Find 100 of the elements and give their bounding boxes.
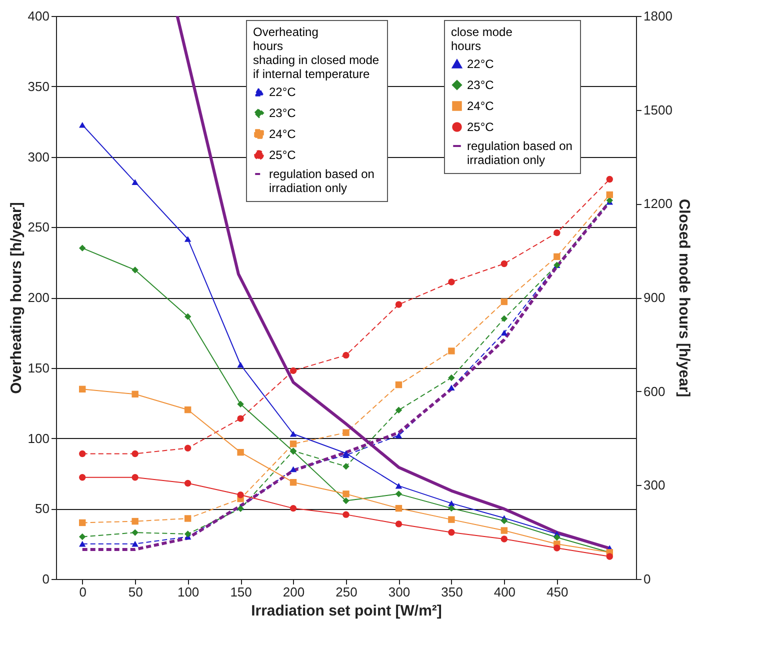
point <box>184 313 192 320</box>
point <box>448 278 455 286</box>
x-tick-label: 50 <box>128 584 143 600</box>
x-tick-label: 350 <box>441 584 463 600</box>
point <box>342 463 350 470</box>
legend-label: regulation based on irradiation only <box>467 139 572 167</box>
y2-tick-label: 1200 <box>644 196 672 212</box>
point <box>395 406 402 414</box>
point <box>290 479 297 486</box>
point <box>290 440 297 448</box>
point <box>395 504 402 512</box>
point <box>79 519 86 526</box>
point <box>395 520 402 528</box>
y2-tick-label: 300 <box>644 478 666 493</box>
legend-title: shading in closed mode if internal temperature <box>253 53 380 81</box>
y2-tick-label: 1500 <box>644 102 672 118</box>
point <box>237 492 244 498</box>
point <box>500 536 508 542</box>
y-tick-label: 150 <box>28 360 50 376</box>
point <box>79 122 86 128</box>
point <box>395 381 402 388</box>
point <box>500 330 508 336</box>
point <box>132 266 138 274</box>
point <box>606 176 613 183</box>
point <box>500 527 508 534</box>
point <box>79 450 86 458</box>
point <box>448 516 455 523</box>
y2-tick-label: 600 <box>644 384 666 399</box>
point <box>79 533 86 540</box>
legend-label: 23°C <box>269 106 296 120</box>
point <box>395 490 402 498</box>
x-tick-label: 300 <box>388 584 410 600</box>
point <box>237 362 244 368</box>
point <box>79 540 86 547</box>
point <box>132 390 138 398</box>
point <box>554 544 560 552</box>
point <box>606 191 613 198</box>
point <box>342 429 350 436</box>
point <box>342 511 350 518</box>
y2-tick-label: 0 <box>644 572 651 586</box>
y2-tick-label: 900 <box>644 290 666 305</box>
x-tick-label: 150 <box>230 584 252 600</box>
point <box>448 384 455 390</box>
legend-label: 24°C <box>269 127 296 141</box>
y2-tick-label: 1800 <box>644 8 672 24</box>
legend-label: 24°C <box>467 99 494 113</box>
point <box>554 253 560 260</box>
point <box>342 497 350 504</box>
legend-label: 22°C <box>269 85 296 99</box>
point <box>290 430 297 437</box>
point <box>500 260 508 268</box>
point <box>184 406 192 414</box>
x-axis-title: Irradiation set point [W/m²] <box>251 602 442 620</box>
annotation: close mode hours <box>451 25 513 53</box>
y-tick-label: 400 <box>28 8 50 24</box>
legend-label: 23°C <box>467 78 494 92</box>
y-tick-label: 100 <box>28 430 50 446</box>
y-axis-title: Overheating hours [h/year] <box>8 202 25 394</box>
legend-label: 22°C <box>467 57 494 71</box>
x-tick-label: 450 <box>546 584 568 600</box>
point <box>395 482 402 489</box>
y-tick-label: 350 <box>28 78 50 94</box>
point <box>290 367 297 374</box>
point <box>184 444 192 452</box>
legend-label: regulation based on irradiation only <box>269 167 374 195</box>
x-tick-label: 200 <box>282 584 305 600</box>
point <box>132 529 138 536</box>
x-tick-label: 400 <box>494 584 516 600</box>
y2-axis-title: Closed mode hours [h/year] <box>675 198 692 398</box>
point <box>237 415 244 422</box>
point <box>79 244 86 252</box>
point <box>448 348 455 354</box>
legend-label: 25°C <box>269 148 296 162</box>
point <box>79 386 86 392</box>
point <box>606 553 613 560</box>
point <box>500 298 508 306</box>
point <box>500 315 508 322</box>
point <box>500 517 508 524</box>
point <box>290 466 297 472</box>
point <box>448 504 455 512</box>
x-tick-label: 250 <box>336 584 358 600</box>
y-tick-label: 250 <box>28 220 50 235</box>
point <box>79 474 86 481</box>
y-tick-label: 0 <box>42 572 50 586</box>
point <box>132 518 138 525</box>
point <box>448 374 455 382</box>
point <box>184 480 192 487</box>
point <box>237 400 244 408</box>
y-tick-label: 50 <box>35 501 50 516</box>
point <box>395 301 402 308</box>
y-tick-label: 200 <box>28 290 50 305</box>
point <box>554 229 560 236</box>
point <box>184 530 192 538</box>
point <box>342 490 350 498</box>
point <box>237 448 244 456</box>
point <box>342 352 350 359</box>
point <box>290 504 297 512</box>
point <box>448 529 455 536</box>
point <box>132 474 138 481</box>
point <box>184 515 192 522</box>
